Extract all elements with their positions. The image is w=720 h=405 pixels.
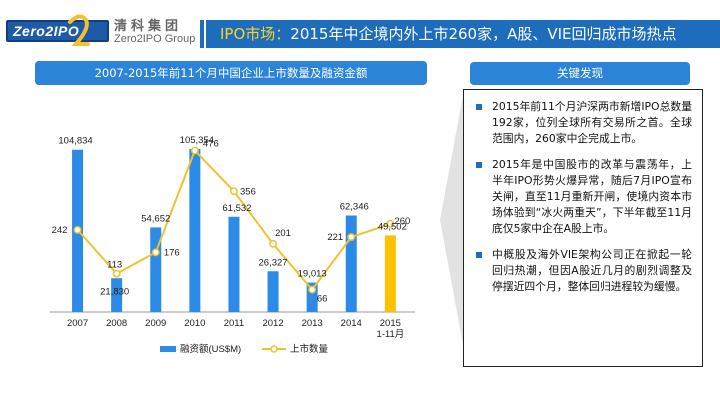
x-tick-2010: 2010 [184, 318, 205, 329]
point-2014 [347, 233, 356, 242]
x-tick-2009: 2009 [145, 318, 166, 329]
bar-label-2015: 49,502 [378, 221, 407, 232]
bar-label-2013: 19,013 [298, 269, 327, 280]
bar-2009 [150, 227, 162, 312]
point-2007 [73, 226, 82, 234]
x-tick-2007: 2007 [67, 318, 88, 329]
finding-item: 2015年是中国股市的改革与震荡年，上半年IPO形势火爆异常，随后7月IPO宣布… [476, 157, 692, 238]
bar-label-2008: 21,830 [100, 287, 129, 298]
bar-2008 [111, 278, 123, 312]
legend-bar-label: 融资额(US$M) [180, 343, 241, 355]
point-2013 [308, 285, 317, 294]
group-name-english: Zero2IPO Group [114, 33, 196, 45]
bar-label-2007: 104,834 [58, 136, 92, 147]
bar-label-2012: 26,327 [259, 257, 288, 268]
line-label-2007: 242 [52, 225, 68, 236]
line-label-2009: 176 [164, 247, 180, 258]
line-label-2012: 201 [275, 228, 291, 239]
finding-item: 2015年前11个月沪深两市新增IPO总数量192家，位列全球所有交易所之首。全… [476, 99, 692, 148]
bar-label-2010: 105,354 [180, 135, 214, 146]
point-2012 [269, 239, 277, 248]
page-title: IPO市场：2015年中企境内外上市260家，A股、VIE回归成市场热点 [206, 20, 720, 48]
x-tick-2012: 2012 [262, 318, 283, 329]
logo-swoosh-icon [68, 14, 90, 46]
point-2008 [112, 269, 121, 278]
x-tick-2014: 2014 [341, 318, 362, 329]
line-label-2011: 356 [240, 186, 256, 197]
bar-2010 [189, 148, 201, 312]
legend-bar-swatch [160, 346, 176, 352]
line-label-2010: 476 [203, 139, 219, 150]
point-2010 [190, 146, 199, 155]
x-tick-2011: 2011 [224, 318, 244, 329]
finding-item: 中概股及海外VIE架构公司正在掀起一轮回归热潮，但因A股近几月的剧烈调整及停摆近… [476, 247, 692, 296]
bar-label-2011: 61,532 [222, 203, 251, 214]
zero2ipo-logo: Zero2IPO [6, 20, 109, 42]
legend-line-label: 上市数量 [290, 343, 329, 355]
bar-label-2009: 54,652 [141, 213, 170, 224]
line-label-2013: 66 [317, 294, 328, 305]
group-name-chinese: 清科集团 [114, 19, 183, 34]
x-sublabel-2015: 1-11月 [376, 329, 404, 340]
x-tick-2015: 2015 [380, 318, 401, 329]
x-tick-2013: 2013 [302, 318, 323, 329]
bar-2015 [384, 235, 396, 312]
x-tick-2008: 2008 [106, 318, 127, 329]
bar-2011 [228, 216, 240, 312]
page-title-main: 2015年中企境内外上市260家，A股、VIE回归成市场热点 [290, 25, 677, 43]
chart-heading: 2007-2015年前11个月中国企业上市数量及融资金额 [35, 61, 427, 85]
legend-line-marker [270, 345, 278, 353]
point-2011 [230, 187, 238, 196]
key-findings-heading: 关键发现 [470, 62, 690, 85]
bar-2014 [345, 215, 357, 312]
line-label-2014: 221 [327, 232, 343, 243]
line-label-2015: 260 [394, 216, 410, 227]
key-findings-panel: 2015年前11个月沪深两市新增IPO总数量192家，位列全球所有交易所之首。全… [463, 89, 703, 367]
point-2015 [386, 219, 395, 228]
page-title-prefix: IPO市场： [220, 25, 291, 43]
bar-2012 [267, 271, 279, 312]
bar-label-2014: 62,346 [340, 201, 369, 212]
point-2009 [151, 248, 160, 257]
line-label-2008: 113 [107, 260, 122, 271]
callout-arrow-icon [440, 90, 464, 350]
key-findings-list: 2015年前11个月沪深两市新增IPO总数量192家，位列全球所有交易所之首。全… [476, 99, 692, 295]
ipo-chart: 104,834 21,830 54,652 105,354 61,532 26,327 19… [50, 135, 415, 355]
title-accent [200, 20, 204, 48]
bar-2013 [306, 282, 318, 312]
